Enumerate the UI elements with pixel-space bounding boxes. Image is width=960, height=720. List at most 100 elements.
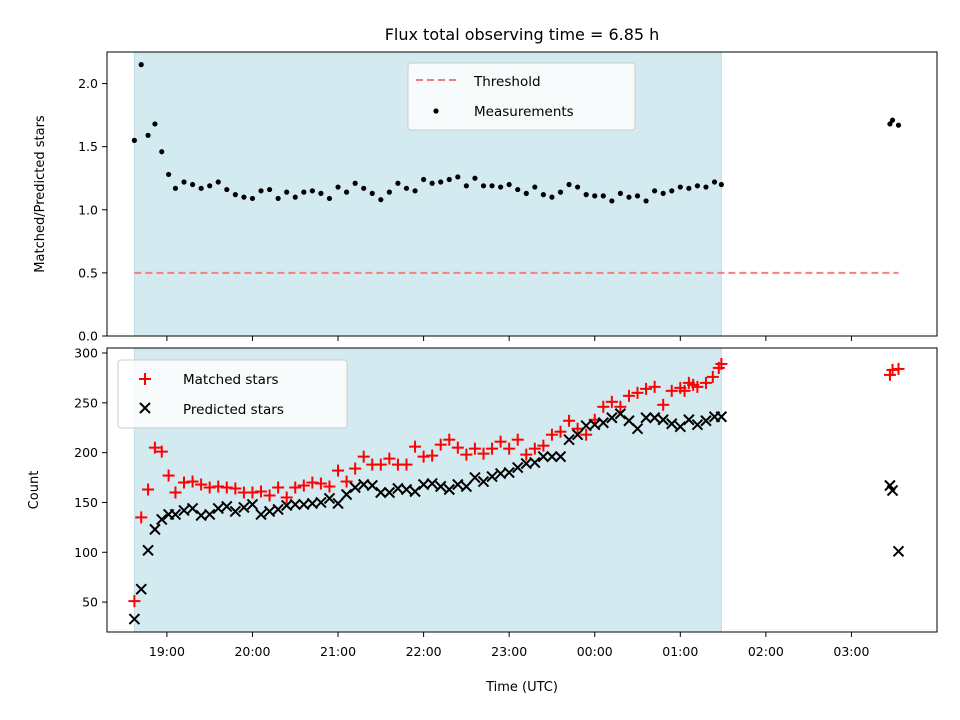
measurement-point [617,190,624,196]
matched-star-point [622,389,635,402]
count-y-tick-label: 200 [74,445,98,460]
matched-star-point [162,469,175,482]
predicted-star-point [486,470,498,483]
measurement-point [386,189,392,195]
matched-legend-label: Matched stars [183,372,279,388]
matched-star-point [520,448,533,461]
measurement-point [138,62,144,68]
matched-star-point [537,439,550,452]
matched-star-point [135,511,148,524]
matched-star-point [451,441,464,454]
measurement-point [566,181,572,188]
matched-star-point [128,595,141,608]
measurement-point [301,189,307,195]
predicted-star-point [563,433,575,446]
measurement-point [429,180,435,186]
predicted-star-point [666,418,678,430]
predicted-star-point [554,450,567,463]
measurement-point [403,185,410,191]
x-tick-label: 02:00 [748,644,784,659]
measurement-point [284,189,290,195]
measurement-point [652,188,658,194]
predicted-star-point [332,497,344,510]
predicted-star-point [186,502,199,515]
predicted-star-point [323,492,336,505]
measurement-point [643,198,649,204]
measurement-point [718,181,724,188]
predicted-star-point [886,484,899,497]
predicted-star-point [512,461,524,474]
matched-star-point [477,447,490,460]
measurement-point [378,197,384,203]
matched-star-point [460,448,473,461]
predicted-star-point [691,419,704,431]
predicted-star-point [135,583,147,595]
predicted-star-point [142,544,154,556]
x-tick-label: 03:00 [833,644,869,659]
matched-star-point [340,475,353,488]
x-tick-label: 22:00 [406,644,442,659]
predicted-star-point [606,412,618,424]
measurements-legend-label: Measurements [474,104,574,120]
measurement-point [694,183,701,189]
predicted-star-point [315,496,327,509]
measurement-point [703,184,709,190]
predicted-star-point [246,498,259,511]
measurement-point [207,183,213,189]
predicted-star-point [156,513,168,526]
matched-star-point [511,433,524,446]
measurement-point [711,179,718,185]
matched-star-point [255,485,268,498]
measurement-point [326,195,333,202]
measurement-point [575,184,581,190]
measurement-point [677,184,683,190]
matched-star-point [409,440,422,453]
measurement-point [498,184,504,190]
measurement-point [166,171,172,178]
predicted-star-point [212,502,224,515]
matched-star-point [148,441,161,454]
measurement-point [152,121,158,127]
measurement-point [172,185,179,191]
ratio-y-tick-label: 2.0 [78,76,98,91]
count-points [128,357,905,625]
predicted-star-point [340,488,353,501]
matched-star-point [554,425,567,438]
count-y-tick-label: 250 [74,395,98,410]
measurement-point [181,179,187,185]
measurement-point [887,121,893,127]
measurements-legend-swatch [433,108,439,114]
matched-star-point [443,433,456,446]
predicted-star-point [375,486,387,499]
measurement-point [335,184,341,190]
predicted-star-point [128,613,141,625]
measurement-point [343,189,350,195]
predicted-star-point [589,419,601,431]
measurement-point [669,188,675,194]
predicted-star-point [366,479,378,492]
measurement-points [131,62,902,204]
matched-star-point [494,435,507,448]
predicted-star-point [715,411,728,423]
ratio-y-tick-label: 1.0 [78,202,98,217]
predicted-star-point [529,456,541,469]
measurement-point [532,184,538,190]
predicted-star-point [263,505,276,518]
ratio-x-ticks [166,336,852,341]
count-legend-box [117,359,348,429]
count-y-ticks: 50 100 150 200 250 300 [74,345,107,610]
measurement-point [292,194,298,200]
count-y-tick-label: 150 [74,495,98,510]
matched-star-point [691,380,704,393]
measurement-point [523,190,529,196]
predicted-star-point [477,475,490,488]
measurement-point [480,183,487,189]
matched-star-point [357,450,370,463]
predicted-star-point [178,504,190,517]
matched-star-point [297,479,310,492]
matched-star-point [605,395,618,408]
matched-star-point [503,442,516,455]
x-tick-label: 01:00 [662,644,698,659]
measurement-point [557,189,564,195]
matched-star-point [528,442,541,455]
